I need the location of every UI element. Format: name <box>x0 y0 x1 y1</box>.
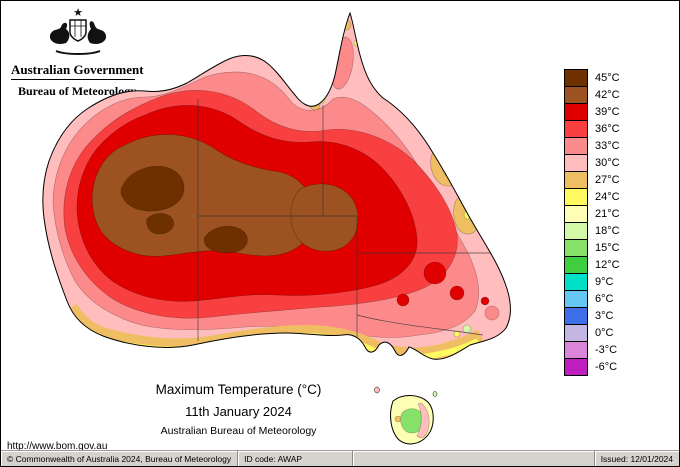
legend-label: 24°C <box>595 191 620 203</box>
temp-band-45c <box>120 165 185 212</box>
map-attribution: Australian Bureau of Meteorology <box>160 425 317 437</box>
legend-label: 6°C <box>595 293 614 305</box>
map-title: Maximum Temperature (°C) <box>155 382 322 397</box>
crest-scroll <box>55 50 101 55</box>
header-divider <box>11 79 135 80</box>
legend-swatch <box>564 290 588 308</box>
emu-icon <box>87 21 107 44</box>
footer-copyright: © Commonwealth of Australia 2024, Bureau… <box>1 451 239 466</box>
legend-swatch <box>564 256 588 274</box>
island <box>432 391 438 397</box>
legend-label: 9°C <box>595 276 614 288</box>
legend-entry: 24°C <box>564 188 620 206</box>
legend-swatch <box>564 137 588 155</box>
legend-entry: 27°C <box>564 171 620 189</box>
legend-swatch <box>564 273 588 291</box>
legend-swatch <box>564 154 588 172</box>
footer-spacer <box>353 451 595 466</box>
legend-label: 21°C <box>595 208 620 220</box>
temp-patch-30c <box>416 402 430 439</box>
island <box>374 386 380 394</box>
legend-entry: 3°C <box>564 307 620 325</box>
bureau-title: Bureau of Meteorology <box>18 84 137 98</box>
legend-swatch <box>564 120 588 138</box>
legend-label: 39°C <box>595 106 620 118</box>
legend-swatch <box>564 222 588 240</box>
legend-entry: 36°C <box>564 120 620 138</box>
status-bar: © Commonwealth of Australia 2024, Bureau… <box>1 450 679 466</box>
legend-entry: 15°C <box>564 239 620 257</box>
legend-swatch <box>564 341 588 359</box>
map-date: 11th January 2024 <box>185 404 292 419</box>
crest-shield <box>69 19 87 42</box>
temp-patch-27c <box>394 415 402 423</box>
legend-label: 3°C <box>595 310 614 322</box>
temp-patch-39c <box>449 285 465 301</box>
temp-patch-39c <box>423 261 447 285</box>
temp-patch-27c <box>309 99 321 111</box>
legend-swatch <box>564 171 588 189</box>
legend-swatch <box>564 69 588 87</box>
temp-band-45c <box>203 225 248 254</box>
kangaroo-icon <box>49 22 70 44</box>
legend-entry: 42°C <box>564 86 620 104</box>
legend-swatch <box>564 324 588 342</box>
legend-entry: 12°C <box>564 256 620 274</box>
legend-entry: 21°C <box>564 205 620 223</box>
legend-entry: 18°C <box>564 222 620 240</box>
legend-label: 30°C <box>595 157 620 169</box>
legend-label: 36°C <box>595 123 620 135</box>
legend: 45°C 42°C 39°C 36°C 33°C 30°C 27°C 24°C 21°C 18°C… <box>564 69 620 376</box>
temp-band-42c <box>290 183 359 252</box>
temp-patch-39c <box>396 293 410 307</box>
legend-swatch <box>564 239 588 257</box>
temp-band-45c <box>146 213 174 235</box>
temp-patch-33c <box>484 305 500 321</box>
legend-label: 33°C <box>595 140 620 152</box>
legend-entry: -6°C <box>564 358 620 376</box>
legend-label: 18°C <box>595 225 620 237</box>
australia-temperature-map <box>42 12 511 445</box>
legend-entry: 6°C <box>564 290 620 308</box>
legend-label: 0°C <box>595 327 614 339</box>
legend-label: -6°C <box>595 361 618 373</box>
legend-entry: 30°C <box>564 154 620 172</box>
legend-label: -3°C <box>595 344 618 356</box>
legend-swatch <box>564 86 588 104</box>
legend-label: 45°C <box>595 72 620 84</box>
map-caption: Maximum Temperature (°C) 11th January 20… <box>96 382 381 437</box>
legend-entry: 0°C <box>564 324 620 342</box>
coat-of-arms: ★ <box>49 7 107 55</box>
legend-entry: 9°C <box>564 273 620 291</box>
legend-swatch <box>564 188 588 206</box>
legend-swatch <box>564 103 588 121</box>
legend-entry: -3°C <box>564 341 620 359</box>
legend-label: 42°C <box>595 89 620 101</box>
legend-label: 12°C <box>595 259 620 271</box>
state-borders <box>197 99 495 343</box>
legend-swatch <box>564 307 588 325</box>
legend-label: 27°C <box>595 174 620 186</box>
temp-patch-24c <box>442 165 454 177</box>
bom-url: http://www.bom.gov.au <box>7 441 108 452</box>
temp-patch-18c <box>462 324 472 334</box>
footer-issued: Issued: 12/01/2024 <box>595 451 679 466</box>
legend-entry: 45°C <box>564 69 620 87</box>
footer-id-code: ID code: AWAP <box>238 451 354 466</box>
crest-star-icon: ★ <box>73 7 83 19</box>
legend-swatch <box>564 358 588 376</box>
legend-label: 15°C <box>595 242 620 254</box>
government-title: Australian Government <box>11 62 144 77</box>
temp-patch-39c <box>480 296 490 306</box>
legend-swatch <box>564 205 588 223</box>
legend-entry: 33°C <box>564 137 620 155</box>
legend-entry: 39°C <box>564 103 620 121</box>
